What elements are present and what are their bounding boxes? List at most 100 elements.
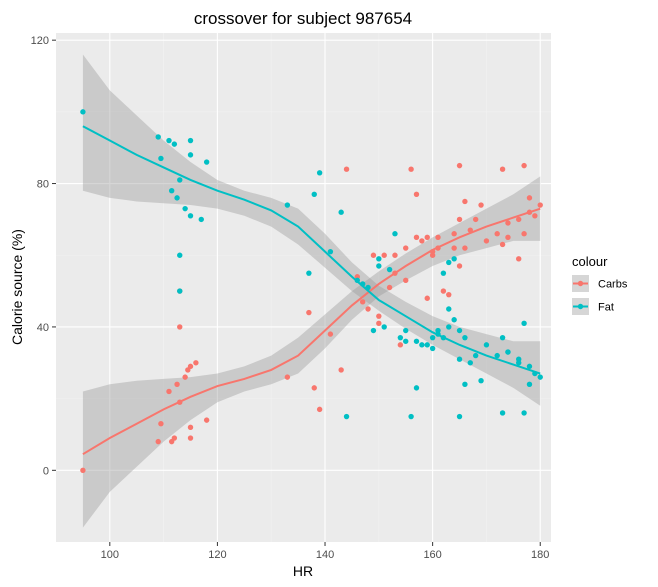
fit-lines [82,125,541,456]
carbs-point [166,388,172,395]
fat-point [354,277,361,284]
fat-point [311,191,317,198]
fat-point [359,281,366,287]
carbs-point [499,166,506,172]
fat-point [316,170,323,176]
carbs-point [424,295,430,301]
fat-point [456,356,463,362]
fat-point [446,306,452,312]
carbs-point [403,245,409,251]
carbs-point [306,309,312,316]
fat-point [499,334,506,341]
fat-point [526,363,533,370]
carbs-point [311,385,317,391]
fat-point [174,195,180,201]
carbs-point [284,374,291,380]
carbs-point [338,367,344,373]
carbs-point [171,435,178,441]
fat-point [440,270,447,276]
carbs-point [456,216,463,223]
fat-point [419,342,425,348]
fat-point [537,374,543,380]
fat-point [521,320,527,327]
fat-point [187,213,194,219]
carbs-point [505,220,511,226]
carbs-point [187,363,194,370]
fat-point [171,141,178,147]
fat-point [376,256,382,262]
carbs-point [526,195,533,201]
carbs-point [462,198,468,205]
fat-point [456,327,463,334]
fat-point [451,256,457,262]
carbs-point [80,467,86,474]
fat-point [413,385,420,391]
carbs-point [505,234,511,241]
fat-point [166,137,172,144]
fat-point [397,334,404,341]
carbs-point [187,435,194,441]
plot-panel [56,33,551,542]
fat-point [187,152,194,158]
carbs-point [451,231,457,237]
fat-confidence-band [82,54,541,406]
x-tick-label: 160 [423,549,441,561]
y-tick-label: 120 [31,35,49,47]
carbs-point [413,234,420,241]
carbs-point [397,342,404,348]
fat-point [462,334,468,341]
fat-point [327,248,334,255]
fat-point [516,356,522,362]
fat-point [526,381,533,387]
carbs-point [516,256,522,262]
carbs-point [456,263,463,269]
data-points [80,109,543,474]
carbs-point [419,238,425,244]
carbs-point [182,374,188,380]
carbs-point [408,166,414,172]
y-tick-label: 40 [37,322,49,334]
legend-key-point [577,280,584,287]
fat-point [440,334,447,341]
fat-point [521,410,527,416]
x-axis-title: HR [293,563,313,579]
carbs-point [462,245,468,251]
fat-point [532,370,538,377]
carbs-point [187,424,194,430]
carbs-fit-line [82,207,541,456]
grid [56,33,551,542]
carbs-point [483,238,490,244]
x-tick-label: 180 [531,549,549,561]
y-tick-label: 0 [43,465,49,477]
fat-point [80,109,86,115]
legend: colour Carbs Fat [572,254,628,315]
legend-label-carbs: Carbs [598,279,628,291]
fat-point [158,155,164,162]
fat-point [198,216,204,223]
carbs-point [203,417,210,423]
chart-title: crossover for subject 987654 [194,9,412,28]
fat-point [408,413,414,420]
carbs-point [435,245,441,251]
carbs-point [376,313,382,319]
fat-point [284,202,291,208]
carbs-point [446,291,452,298]
x-axis: 100 120 140 160 180 [101,542,549,561]
carbs-point [526,209,533,215]
confidence-bands [82,54,541,528]
carbs-point [177,399,183,405]
fat-point [446,259,452,266]
carbs-point [494,231,500,237]
fat-point [494,352,500,359]
fat-point [306,270,312,276]
carbs-point [467,227,473,233]
fat-point [365,284,371,291]
fat-point [182,205,188,212]
fat-point [446,324,452,330]
y-tick-label: 80 [37,179,49,191]
fat-point [413,338,420,344]
carbs-point [381,252,387,258]
legend-key-point [577,303,584,310]
fat-point [451,317,457,323]
carbs-point [516,216,522,223]
